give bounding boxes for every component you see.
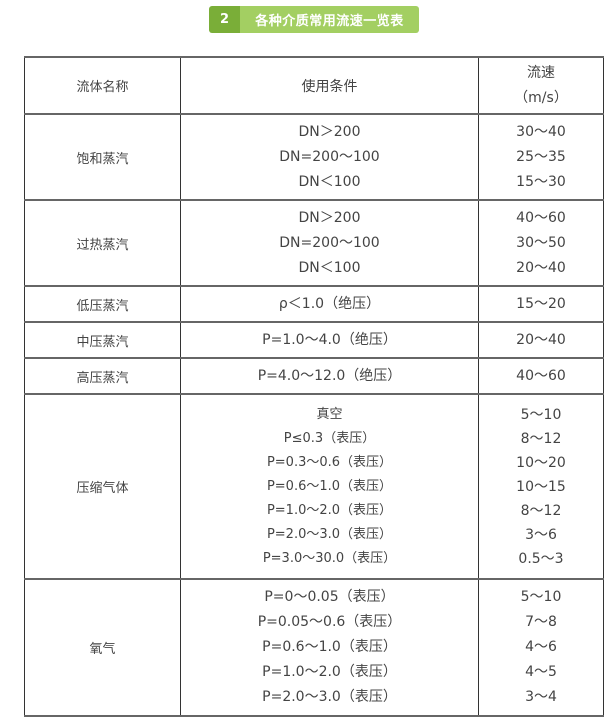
conditions-cell: DN＞200 DN=200～100 DN＜100	[180, 113, 479, 201]
header-name: 流体名称	[24, 56, 181, 115]
section-number: 2	[209, 6, 240, 33]
table-row: 压缩气体 真空 P≤0.3（表压） P=0.3～0.6（表压） P=0.6～1.0（表压…	[24, 393, 604, 580]
speed: 15～20	[516, 295, 566, 312]
fluid-name: 过热蒸汽	[24, 199, 181, 287]
speeds-cell: 5～10 7～8 4～6 4～5 3～4	[478, 578, 604, 717]
condition: DN＞200	[298, 209, 361, 226]
speed: 20～40	[516, 331, 566, 348]
table-header-row: 流体名称 使用条件 流速 （m/s）	[24, 56, 604, 115]
section-title: 各种介质常用流速一览表	[240, 6, 419, 33]
speeds-cell: 15～20	[478, 285, 604, 323]
speed: 8～12	[520, 502, 562, 519]
header-speed: 流速 （m/s）	[478, 56, 604, 115]
condition: DN＜100	[298, 173, 361, 190]
condition: P=4.0～12.0（绝压）	[257, 367, 402, 384]
speed: 20～40	[516, 259, 566, 276]
condition: P=2.0～3.0（表压）	[266, 526, 393, 542]
conditions-cell: P=1.0～4.0（绝压）	[180, 321, 479, 359]
condition: 真空	[316, 406, 343, 422]
speed: 5～10	[520, 589, 562, 605]
speed: 10～15	[516, 478, 566, 495]
speed: 4～5	[525, 664, 557, 680]
conditions-cell: DN＞200 DN=200～100 DN＜100	[180, 199, 479, 287]
fluid-name: 饱和蒸汽	[24, 113, 181, 201]
speed: 30～50	[516, 234, 566, 251]
fluid-name: 高压蒸汽	[24, 357, 181, 395]
section-title-badge: 2 各种介质常用流速一览表	[209, 6, 419, 33]
condition: ρ＜1.0（绝压）	[278, 295, 381, 312]
condition: P≤0.3（表压）	[283, 430, 376, 446]
speed: 5～10	[520, 406, 562, 423]
flow-speed-table: 流体名称 使用条件 流速 （m/s） 饱和蒸汽 DN＞200 DN=200～100 DN…	[24, 56, 604, 717]
condition: P=0.6～1.0（表压）	[262, 639, 397, 655]
condition: P=1.0～4.0（绝压）	[262, 331, 397, 348]
speed: 0.5～3	[518, 550, 564, 567]
condition: DN＜100	[298, 259, 361, 276]
speeds-cell: 40～60	[478, 357, 604, 395]
condition: DN=200～100	[279, 234, 380, 251]
speed: 4～6	[525, 639, 557, 655]
speeds-cell: 5～10 8～12 10～20 10～15 8～12 3～6 0.5～3	[478, 393, 604, 580]
speeds-cell: 20～40	[478, 321, 604, 359]
fluid-name: 中压蒸汽	[24, 321, 181, 359]
condition: P=0.05～0.6（表压）	[257, 614, 402, 630]
speed: 7～8	[525, 614, 557, 630]
condition: P=1.0～2.0（表压）	[266, 502, 393, 518]
condition: P=2.0～3.0（表压）	[262, 689, 397, 705]
condition: P=0.6～1.0（表压）	[266, 478, 393, 494]
speed: 25～35	[516, 148, 566, 165]
table-row: 饱和蒸汽 DN＞200 DN=200～100 DN＜100 30～40 25～35 15～3…	[24, 113, 604, 201]
table-row: 氧气 P=0～0.05（表压） P=0.05～0.6（表压） P=0.6～1.0（表压…	[24, 578, 604, 717]
conditions-cell: ρ＜1.0（绝压）	[180, 285, 479, 323]
fluid-name: 氧气	[24, 578, 181, 717]
speed: 40～60	[516, 367, 566, 384]
speed: 30～40	[516, 123, 566, 140]
header-condition: 使用条件	[180, 56, 479, 115]
speed: 3～4	[525, 689, 557, 705]
condition: P=3.0～30.0（表压）	[262, 550, 397, 566]
conditions-cell: 真空 P≤0.3（表压） P=0.3～0.6（表压） P=0.6～1.0（表压） P=1…	[180, 393, 479, 580]
speed: 10～20	[516, 454, 566, 471]
speeds-cell: 30～40 25～35 15～30	[478, 113, 604, 201]
condition: DN=200～100	[279, 148, 380, 165]
table-row: 中压蒸汽 P=1.0～4.0（绝压） 20～40	[24, 321, 604, 359]
speed: 15～30	[516, 173, 566, 190]
conditions-cell: P=0～0.05（表压） P=0.05～0.6（表压） P=0.6～1.0（表压） P…	[180, 578, 479, 717]
condition: DN＞200	[298, 123, 361, 140]
speed: 40～60	[516, 209, 566, 226]
condition: P=1.0～2.0（表压）	[262, 664, 397, 680]
speed: 3～6	[525, 526, 557, 543]
speeds-cell: 40～60 30～50 20～40	[478, 199, 604, 287]
table-row: 高压蒸汽 P=4.0～12.0（绝压） 40～60	[24, 357, 604, 395]
table-row: 低压蒸汽 ρ＜1.0（绝压） 15～20	[24, 285, 604, 323]
condition: P=0～0.05（表压）	[264, 589, 395, 605]
table-row: 过热蒸汽 DN＞200 DN=200～100 DN＜100 40～60 30～50 20～4…	[24, 199, 604, 287]
fluid-name: 压缩气体	[24, 393, 181, 580]
condition: P=0.3～0.6（表压）	[266, 454, 393, 470]
fluid-name: 低压蒸汽	[24, 285, 181, 323]
speed: 8～12	[520, 430, 562, 447]
conditions-cell: P=4.0～12.0（绝压）	[180, 357, 479, 395]
